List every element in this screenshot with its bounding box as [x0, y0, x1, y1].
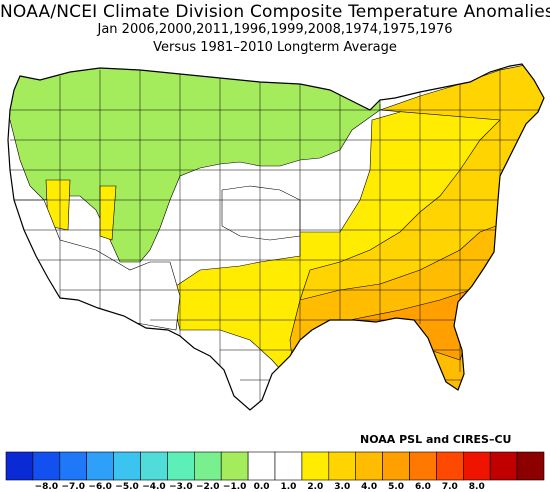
legend-swatch: [409, 451, 437, 481]
legend-swatch: [274, 451, 303, 481]
legend-swatch: [5, 451, 34, 481]
legend-tick-label: −7.0: [62, 482, 85, 492]
legend-swatch: [382, 451, 410, 481]
legend-swatch: [194, 451, 222, 481]
region-near-normal-plains: [221, 185, 301, 241]
legend-tick-label: −3.0: [169, 482, 192, 492]
composite-years-subtitle: Jan 2006,2000,2011,1996,1999,2008,1974,1…: [97, 22, 453, 37]
legend-tick-label: −2.0: [196, 482, 219, 492]
legend-swatch: [59, 451, 87, 481]
legend-swatch: [113, 451, 141, 481]
legend-tick-label: −1.0: [223, 482, 246, 492]
legend-tick-labels: −8.0 −7.0 −6.0 −5.0 −4.0 −3.0 −2.0 −1.0 0.0 1.0 2.…: [35, 482, 485, 492]
legend-tick-label: 8.0: [469, 482, 485, 492]
legend-swatch: [436, 451, 464, 481]
legend-tick-label: 3.0: [334, 482, 350, 492]
legend-tick-label: 0.0: [254, 482, 270, 492]
legend-tick-label: 1.0: [280, 482, 296, 492]
data-credit: NOAA PSL and CIRES–CU: [360, 433, 512, 446]
legend-swatch: [220, 451, 249, 481]
legend-tick-label: −4.0: [142, 482, 165, 492]
legend-swatch: [301, 451, 330, 481]
legend-tick-label: −5.0: [115, 482, 138, 492]
legend-tick-label: 7.0: [442, 482, 458, 492]
legend-tick-label: −6.0: [88, 482, 111, 492]
legend-swatch: [140, 451, 168, 481]
anomaly-regions: [8, 64, 544, 410]
legend-tick-label: −8.0: [35, 482, 58, 492]
legend-swatch: [516, 451, 545, 481]
us-climate-division-map: [7, 63, 545, 411]
legend-tick-label: 5.0: [388, 482, 404, 492]
legend-swatch: [247, 451, 276, 481]
legend-swatch: [167, 451, 195, 481]
baseline-subtitle: Versus 1981–2010 Longterm Average: [153, 40, 397, 55]
legend-swatch: [355, 451, 383, 481]
legend-swatch: [32, 451, 61, 481]
legend-tick-label: 4.0: [361, 482, 377, 492]
legend-tick-label: 6.0: [415, 482, 431, 492]
legend-swatch: [86, 451, 114, 481]
region-below-normal-north: [8, 64, 381, 263]
legend-tick-label: 2.0: [307, 482, 323, 492]
legend-swatch: [489, 451, 518, 481]
legend-swatches: [5, 451, 545, 481]
legend-swatch: [328, 451, 356, 481]
legend-swatch: [462, 451, 491, 481]
color-scale-legend: −8.0 −7.0 −6.0 −5.0 −4.0 −3.0 −2.0 −1.0 0.0 1.0 2.…: [5, 451, 545, 492]
map-title: NOAA/NCEI Climate Division Composite Tem…: [0, 2, 550, 22]
